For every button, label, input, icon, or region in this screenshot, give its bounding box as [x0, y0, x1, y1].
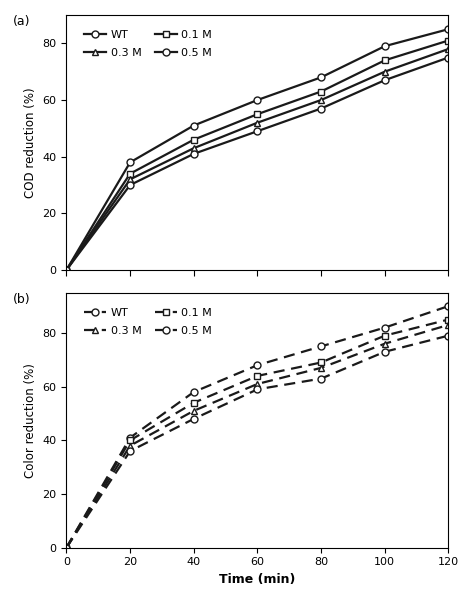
WT	[191, 122, 197, 129]
WT	[191, 388, 197, 395]
0.1 M	[318, 88, 324, 95]
0.1 M	[446, 316, 451, 323]
Line: 0.3 M: 0.3 M	[63, 322, 452, 551]
0.3 M	[191, 145, 197, 152]
0.5 M	[127, 448, 133, 455]
WT	[382, 43, 388, 50]
0.3 M	[318, 364, 324, 371]
WT	[446, 26, 451, 33]
0.5 M	[255, 386, 260, 393]
Text: (a): (a)	[13, 15, 30, 28]
Line: 0.1 M: 0.1 M	[63, 37, 452, 273]
Text: (b): (b)	[13, 293, 30, 306]
0.3 M	[255, 119, 260, 126]
0.1 M	[446, 37, 451, 44]
0.1 M	[127, 170, 133, 177]
WT	[446, 302, 451, 310]
WT	[318, 343, 324, 350]
Y-axis label: Color reduction (%): Color reduction (%)	[24, 363, 37, 478]
0.5 M	[446, 332, 451, 339]
0.3 M	[446, 322, 451, 329]
Line: 0.5 M: 0.5 M	[63, 332, 452, 551]
0.1 M	[64, 544, 69, 551]
0.3 M	[127, 175, 133, 183]
0.5 M	[446, 54, 451, 61]
0.5 M	[382, 76, 388, 84]
0.1 M	[318, 359, 324, 366]
0.1 M	[255, 372, 260, 379]
Legend: WT, 0.3 M, 0.1 M, 0.5 M: WT, 0.3 M, 0.1 M, 0.5 M	[80, 304, 217, 340]
WT	[382, 324, 388, 331]
0.5 M	[127, 182, 133, 189]
0.3 M	[191, 407, 197, 415]
Line: 0.1 M: 0.1 M	[63, 316, 452, 551]
Legend: WT, 0.3 M, 0.1 M, 0.5 M: WT, 0.3 M, 0.1 M, 0.5 M	[80, 26, 217, 63]
WT	[318, 74, 324, 81]
0.3 M	[382, 340, 388, 347]
0.5 M	[64, 266, 69, 273]
WT	[255, 96, 260, 103]
0.3 M	[382, 68, 388, 75]
Line: WT: WT	[63, 303, 452, 551]
0.5 M	[191, 150, 197, 157]
0.1 M	[382, 56, 388, 64]
0.3 M	[127, 442, 133, 450]
0.5 M	[318, 375, 324, 382]
Line: 0.3 M: 0.3 M	[63, 46, 452, 273]
0.3 M	[446, 46, 451, 53]
0.5 M	[191, 415, 197, 423]
Line: 0.5 M: 0.5 M	[63, 54, 452, 273]
WT	[64, 266, 69, 273]
0.1 M	[255, 111, 260, 118]
WT	[127, 159, 133, 166]
0.3 M	[255, 380, 260, 388]
0.5 M	[382, 348, 388, 355]
WT	[127, 434, 133, 441]
WT	[255, 362, 260, 369]
0.1 M	[191, 399, 197, 406]
Line: WT: WT	[63, 26, 452, 273]
WT	[64, 544, 69, 551]
0.5 M	[318, 105, 324, 112]
0.3 M	[64, 544, 69, 551]
0.3 M	[64, 266, 69, 273]
Y-axis label: COD reduction (%): COD reduction (%)	[24, 87, 37, 198]
0.1 M	[191, 136, 197, 143]
0.1 M	[382, 332, 388, 339]
0.1 M	[127, 437, 133, 444]
0.3 M	[318, 96, 324, 103]
0.5 M	[255, 127, 260, 135]
0.5 M	[64, 544, 69, 551]
X-axis label: Time (min): Time (min)	[219, 573, 296, 586]
0.1 M	[64, 266, 69, 273]
